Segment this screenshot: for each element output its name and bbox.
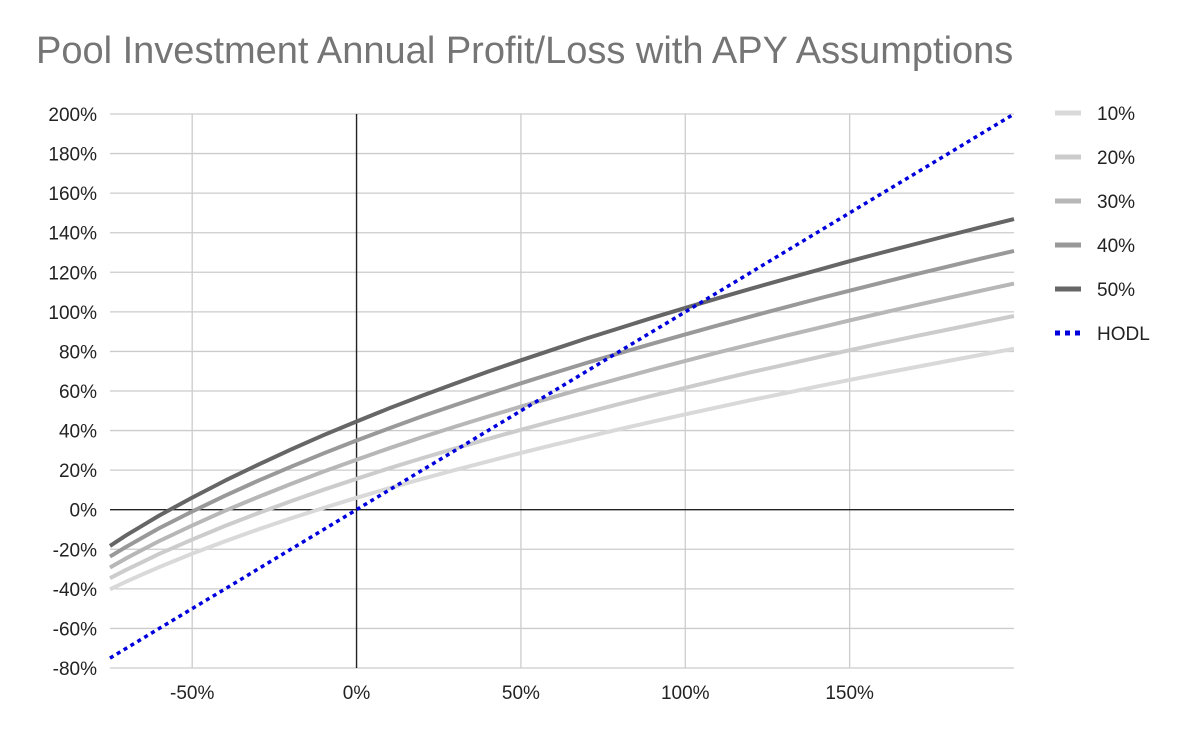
series-line-10 bbox=[109, 346, 1015, 592]
y-tick-label: 60% bbox=[59, 382, 97, 403]
legend-label-20: 20% bbox=[1097, 148, 1135, 169]
x-axis-tick-labels: -50% 0% 50% 100% 150% bbox=[170, 683, 874, 704]
grid bbox=[110, 113, 1014, 669]
legend-label-50: 50% bbox=[1097, 280, 1135, 301]
x-tick-label: 50% bbox=[502, 683, 540, 704]
y-tick-label: -20% bbox=[53, 540, 97, 561]
x-tick-label: 100% bbox=[661, 683, 710, 704]
legend-label-10: 10% bbox=[1097, 104, 1135, 125]
y-tick-label: 200% bbox=[48, 105, 97, 126]
series-line-20 bbox=[109, 314, 1015, 580]
y-tick-label: -40% bbox=[53, 580, 97, 601]
y-tick-label: 180% bbox=[48, 145, 97, 166]
chart-title: Pool Investment Annual Profit/Loss with … bbox=[36, 30, 1014, 72]
y-tick-label: 160% bbox=[48, 184, 97, 205]
y-tick-label: 20% bbox=[59, 461, 97, 482]
legend-label-hodl: HODL bbox=[1097, 324, 1150, 345]
x-tick-label: 150% bbox=[825, 683, 874, 704]
series-lines bbox=[108, 112, 1015, 660]
series-line-30 bbox=[109, 281, 1015, 570]
legend-label-30: 30% bbox=[1097, 192, 1135, 213]
y-tick-label: -80% bbox=[53, 659, 97, 680]
y-tick-label: -60% bbox=[53, 619, 97, 640]
legend-label-40: 40% bbox=[1097, 236, 1135, 257]
y-tick-label: 40% bbox=[59, 422, 97, 443]
y-tick-label: 0% bbox=[70, 501, 98, 522]
y-axis-tick-labels: -80% -60% -40% -20% 0% 20% 40% 60% 80% 100% 120% 14… bbox=[48, 105, 97, 680]
series-line-hodl bbox=[109, 112, 1015, 660]
x-tick-label: 0% bbox=[343, 683, 371, 704]
y-tick-label: 80% bbox=[59, 342, 97, 363]
y-tick-label: 120% bbox=[48, 263, 97, 284]
y-tick-label: 140% bbox=[48, 224, 97, 245]
x-tick-label: -50% bbox=[170, 683, 214, 704]
series-line-50 bbox=[108, 217, 1015, 548]
legend: 10% 20% 30% 40% 50% HODL bbox=[1055, 104, 1150, 345]
axes bbox=[110, 114, 1014, 668]
series-line-40 bbox=[108, 248, 1015, 559]
y-tick-label: 100% bbox=[48, 303, 97, 324]
